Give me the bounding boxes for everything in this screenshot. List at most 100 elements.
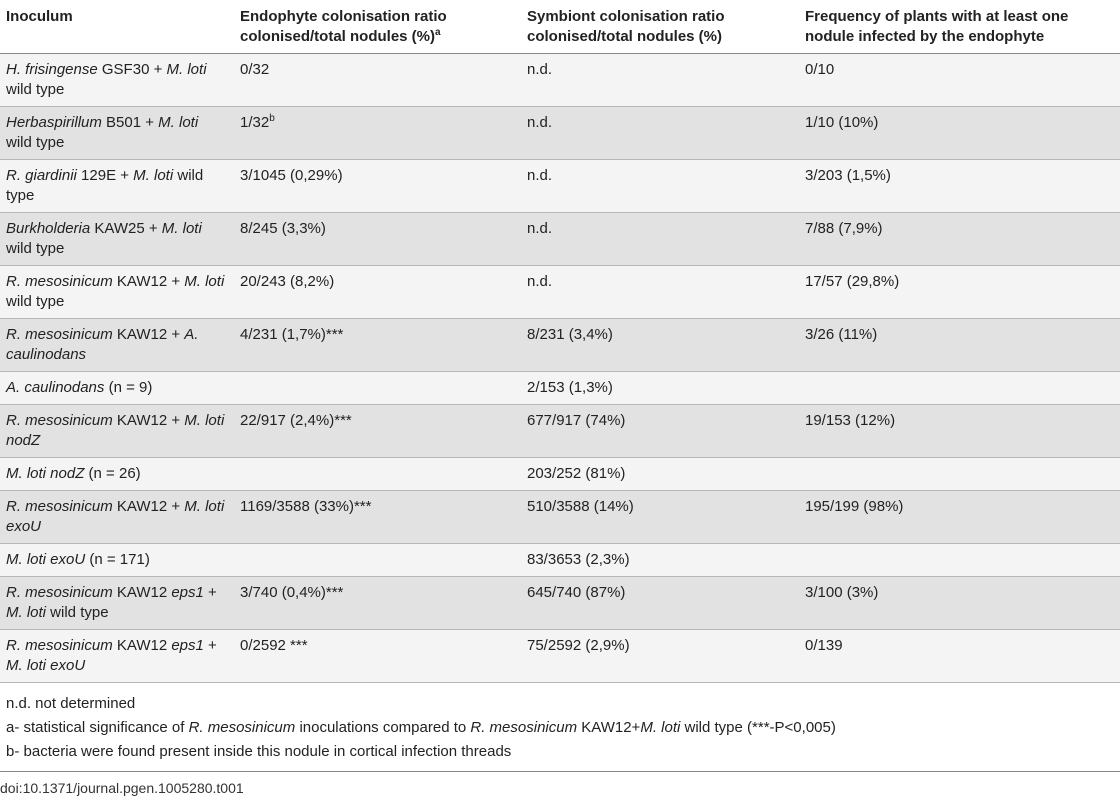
endophyte-value: 8/245 (3,3%) bbox=[240, 220, 326, 237]
cell-symbiont: 8/231 (3,4%) bbox=[521, 318, 799, 372]
cell-symbiont: n.d. bbox=[521, 53, 799, 107]
table-row: A. caulinodans (n = 9) 2/153 (1,3%) bbox=[0, 371, 1120, 405]
cell-symbiont: 2/153 (1,3%) bbox=[521, 371, 799, 405]
text-segment: GSF30 + bbox=[97, 61, 167, 78]
cell-frequency: 195/199 (98%) bbox=[799, 490, 1120, 544]
text-segment: inoculations compared to bbox=[295, 719, 471, 736]
text-segment: KAW12 + bbox=[112, 273, 185, 290]
text-segment: wild type bbox=[6, 81, 65, 98]
text-segment: KAW25 + bbox=[90, 220, 162, 237]
italic-segment: R. mesosinicum bbox=[188, 719, 296, 736]
italic-segment: eps1 bbox=[171, 584, 204, 601]
italic-segment: M. loti exoU bbox=[6, 657, 86, 674]
italic-segment: M. loti bbox=[166, 61, 207, 78]
table-row: Herbaspirillum B501 + M. loti wild type 1… bbox=[0, 106, 1120, 160]
italic-segment: R. mesosinicum bbox=[6, 498, 113, 515]
italic-segment: M. loti bbox=[133, 167, 174, 184]
cell-frequency bbox=[799, 457, 1120, 491]
italic-segment: Herbaspirillum bbox=[6, 114, 102, 131]
cell-endophyte: 1/32b bbox=[234, 106, 521, 160]
cell-frequency: 0/139 bbox=[799, 629, 1120, 683]
italic-segment: R. mesosinicum bbox=[6, 637, 113, 654]
cell-endophyte bbox=[234, 457, 521, 491]
text-segment: wild type bbox=[6, 167, 204, 204]
italic-segment: M. loti exoU bbox=[6, 551, 86, 568]
endophyte-value: 0/2592 *** bbox=[240, 637, 308, 654]
cell-endophyte: 0/32 bbox=[234, 53, 521, 107]
cell-frequency: 3/26 (11%) bbox=[799, 318, 1120, 372]
text-segment: KAW12 bbox=[112, 637, 172, 654]
footnote-line: a- statistical significance of R. mesosi… bbox=[6, 716, 836, 740]
italic-segment: M. loti bbox=[161, 220, 202, 237]
cell-frequency bbox=[799, 543, 1120, 577]
table-row: R. mesosinicum KAW12 + M. loti nodZ 22/91… bbox=[0, 404, 1120, 458]
header-symbiont: Symbiont colonisation ratio colonised/to… bbox=[521, 0, 799, 54]
italic-segment: H. frisingense bbox=[6, 61, 98, 78]
data-table: Inoculum Endophyte colonisation ratio co… bbox=[0, 0, 1120, 683]
table-footnotes: n.d. not determined a- statistical signif… bbox=[6, 692, 836, 764]
cell-inoculum: R. mesosinicum KAW12 + M. loti exoU bbox=[0, 490, 234, 544]
text-segment: (n = 171) bbox=[85, 551, 150, 568]
cell-inoculum: Herbaspirillum B501 + M. loti wild type bbox=[0, 106, 234, 160]
table-row: R. mesosinicum KAW12 + M. loti wild type… bbox=[0, 265, 1120, 319]
header-inoculum: Inoculum bbox=[0, 0, 234, 54]
footnote-line: b- bacteria were found present inside th… bbox=[6, 740, 836, 764]
text-segment: KAW12+ bbox=[577, 719, 641, 736]
table-row: H. frisingense GSF30 + M. loti wild type… bbox=[0, 53, 1120, 107]
italic-segment: M. loti exoU bbox=[6, 498, 225, 535]
table-row: R. mesosinicum KAW12 + M. loti exoU 1169/… bbox=[0, 490, 1120, 544]
text-segment: + bbox=[203, 637, 217, 654]
table-row: M. loti exoU (n = 171) 83/3653 (2,3%) bbox=[0, 543, 1120, 577]
text-segment: wild type bbox=[6, 293, 65, 310]
endophyte-value: 22/917 (2,4%)*** bbox=[240, 412, 352, 429]
cell-endophyte: 4/231 (1,7%)*** bbox=[234, 318, 521, 372]
cell-frequency: 0/10 bbox=[799, 53, 1120, 107]
italic-segment: R. mesosinicum bbox=[6, 412, 113, 429]
cell-endophyte: 22/917 (2,4%)*** bbox=[234, 404, 521, 458]
cell-frequency: 3/203 (1,5%) bbox=[799, 159, 1120, 213]
cell-symbiont: 677/917 (74%) bbox=[521, 404, 799, 458]
cell-frequency: 1/10 (10%) bbox=[799, 106, 1120, 160]
text-segment: KAW12 bbox=[112, 584, 172, 601]
text-segment: KAW12 + bbox=[112, 326, 185, 343]
italic-segment: M. loti bbox=[184, 273, 225, 290]
italic-segment: eps1 bbox=[171, 637, 204, 654]
header-frequency: Frequency of plants with at least one no… bbox=[799, 0, 1120, 54]
cell-frequency: 7/88 (7,9%) bbox=[799, 212, 1120, 266]
text-segment: B501 + bbox=[101, 114, 159, 131]
cell-frequency bbox=[799, 371, 1120, 405]
cell-symbiont: 645/740 (87%) bbox=[521, 576, 799, 630]
cell-frequency: 17/57 (29,8%) bbox=[799, 265, 1120, 319]
cell-frequency: 19/153 (12%) bbox=[799, 404, 1120, 458]
italic-segment: M. loti nodZ bbox=[6, 465, 85, 482]
table-body: H. frisingense GSF30 + M. loti wild type… bbox=[0, 53, 1120, 683]
text-segment: n.d. not determined bbox=[6, 695, 136, 712]
cell-inoculum: M. loti nodZ (n = 26) bbox=[0, 457, 234, 491]
header-endophyte-footnote-mark: a bbox=[435, 27, 441, 38]
italic-segment: M. loti nodZ bbox=[6, 412, 225, 449]
text-segment: KAW12 + bbox=[112, 412, 185, 429]
doi-divider bbox=[0, 771, 1120, 772]
endophyte-value: 20/243 (8,2%) bbox=[240, 273, 335, 290]
header-row: Inoculum Endophyte colonisation ratio co… bbox=[0, 0, 1120, 54]
footnote-line: n.d. not determined bbox=[6, 692, 836, 716]
cell-symbiont: n.d. bbox=[521, 265, 799, 319]
cell-inoculum: R. mesosinicum KAW12 + A. caulinodans bbox=[0, 318, 234, 372]
cell-endophyte: 0/2592 *** bbox=[234, 629, 521, 683]
cell-inoculum: A. caulinodans (n = 9) bbox=[0, 371, 234, 405]
cell-endophyte bbox=[234, 371, 521, 405]
cell-endophyte: 3/1045 (0,29%) bbox=[234, 159, 521, 213]
cell-frequency: 3/100 (3%) bbox=[799, 576, 1120, 630]
italic-segment: M. loti bbox=[6, 604, 47, 621]
italic-segment: M. loti bbox=[158, 114, 199, 131]
text-segment: wild type bbox=[6, 240, 65, 257]
italic-segment: M. loti bbox=[640, 719, 681, 736]
cell-inoculum: R. mesosinicum KAW12 eps1 + M. loti wild… bbox=[0, 576, 234, 630]
text-segment: a- statistical significance of bbox=[6, 719, 189, 736]
cell-inoculum: R. giardinii 129E + M. loti wild type bbox=[0, 159, 234, 213]
text-segment: wild type bbox=[46, 604, 109, 621]
italic-segment: R. mesosinicum bbox=[6, 273, 113, 290]
text-segment: 129E + bbox=[76, 167, 134, 184]
italic-segment: A. caulinodans bbox=[6, 326, 199, 363]
